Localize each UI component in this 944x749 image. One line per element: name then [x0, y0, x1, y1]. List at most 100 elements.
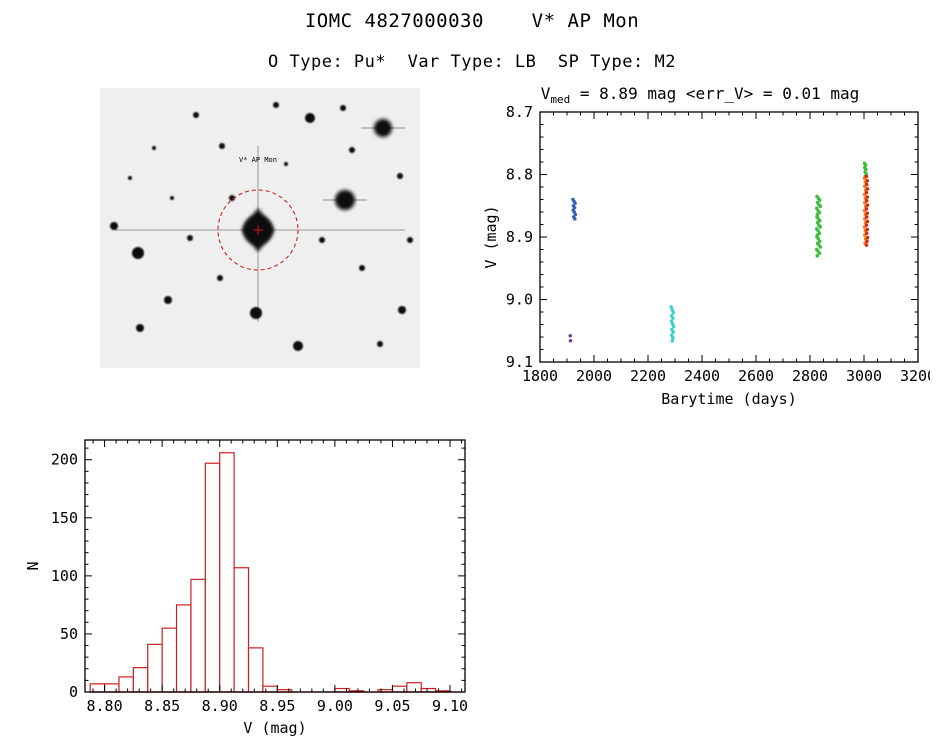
star: [374, 119, 392, 137]
hist-bar: [89, 683, 106, 693]
star: [305, 113, 315, 123]
data-point: [573, 217, 577, 221]
data-point: [865, 219, 870, 224]
scatter-ytick-label: 8.9: [506, 228, 533, 246]
hist-xtick-label: 9.10: [432, 697, 468, 715]
star: [132, 247, 144, 259]
series-cluster-2-cyan: [669, 305, 676, 343]
data-point: [865, 227, 870, 232]
star: [397, 173, 403, 179]
hist-bar: [262, 685, 278, 693]
series-cluster-1-blue: [571, 197, 578, 221]
scatter-xtick-label: 2800: [792, 367, 828, 385]
finding-chart: V* AP Mon: [100, 88, 420, 372]
star: [293, 341, 303, 351]
vmed-value-text: = 8.89 mag <err_V> = 0.01 mag: [570, 84, 860, 103]
data-point: [671, 330, 675, 334]
scatter-yaxis-title: V (mag): [482, 205, 500, 268]
scatter-ytick-label: 8.8: [506, 166, 533, 184]
data-point: [817, 251, 822, 256]
hist-xtick-label: 8.85: [144, 697, 180, 715]
data-point: [865, 239, 869, 244]
star: [273, 102, 279, 108]
star: [359, 265, 365, 271]
data-point: [865, 211, 870, 216]
data-point: [670, 338, 675, 343]
star: [319, 237, 325, 243]
hist-bar: [118, 676, 134, 693]
series-cluster-1-purple: [568, 333, 573, 343]
hist-ytick-label: 0: [69, 683, 78, 701]
hist-bar: [391, 685, 408, 693]
light-curve-plot: 1800 2000 2200 2400 2600 2800 3000 3200 8.7 8.8 8.…: [480, 102, 936, 421]
data-point: [671, 324, 676, 329]
data-point: [671, 310, 676, 315]
data-point: [864, 182, 869, 187]
hist-xtick-label: 8.95: [259, 697, 295, 715]
data-point: [864, 207, 869, 211]
data-point: [865, 178, 870, 183]
scatter-ytick-label: 9.1: [506, 353, 533, 371]
hist-xtick-label: 9.00: [317, 697, 353, 715]
page-title: IOMC 4827000030 V* AP Mon: [304, 10, 640, 32]
data-point: [865, 195, 870, 199]
page-subtitle: O Type: Pu* Var Type: LB SP Type: M2: [268, 52, 676, 72]
target-label: V* AP Mon: [239, 156, 277, 164]
light-curve-title: Vmed = 8.89 mag <err_V> = 0.01 mag: [470, 84, 930, 106]
hist-bar: [233, 567, 250, 693]
hist-bar: [132, 667, 149, 693]
data-point: [864, 198, 869, 203]
hist-bar: [219, 452, 235, 693]
data-point: [864, 174, 869, 179]
data-point: [817, 198, 822, 202]
scatter-ytick-label: 9.0: [506, 291, 533, 309]
hist-ytick-label: 200: [51, 451, 78, 469]
finding-chart-svg: V* AP Mon: [100, 88, 420, 368]
scatter-xtick-label: 3000: [846, 367, 882, 385]
scatter-plot-box: [539, 111, 919, 363]
star: [340, 105, 346, 111]
hist-bar: [204, 462, 221, 693]
scatter-xtick-label: 2000: [576, 367, 612, 385]
data-point: [865, 203, 870, 207]
star: [219, 143, 225, 149]
star: [128, 176, 132, 180]
hist-bar: [175, 604, 192, 693]
scatter-xtick-label: 1800: [522, 367, 558, 385]
star: [349, 147, 355, 153]
data-point: [671, 316, 675, 321]
data-point: [818, 204, 823, 209]
hist-xtick-label: 8.90: [202, 697, 238, 715]
star: [398, 306, 406, 314]
star: [170, 196, 174, 200]
data-point: [815, 253, 820, 258]
series-cluster-3-green: [814, 194, 823, 258]
scatter-ytick-label: 8.7: [506, 103, 533, 121]
scatter-xtick-label: 2400: [684, 367, 720, 385]
star: [335, 190, 355, 210]
series-cluster-4-red: [864, 174, 870, 247]
hist-bar: [103, 683, 120, 693]
light-curve-svg: 1800 2000 2200 2400 2600 2800 3000 3200 8.7 8.8 8.…: [482, 103, 936, 408]
hist-bar: [190, 578, 206, 693]
hist-ytick-label: 100: [51, 567, 78, 585]
star: [136, 324, 144, 332]
scatter-axes: [539, 111, 919, 363]
hist-plot-box: [84, 439, 466, 693]
histogram-bars: [89, 452, 465, 693]
star: [284, 162, 288, 166]
data-point: [865, 187, 870, 191]
data-point: [818, 225, 823, 229]
scatter-xaxis-title: Barytime (days): [661, 390, 796, 408]
data-point: [864, 215, 869, 219]
data-point: [865, 235, 870, 240]
data-point: [864, 231, 869, 236]
data-point: [818, 245, 823, 249]
histogram-axes: [85, 440, 465, 693]
hist-bar: [147, 643, 163, 693]
histogram-svg: 8.80 8.85 8.90 8.95 9.00 9.05 9.10 0 50 100 150 200…: [24, 439, 468, 737]
hist-ytick-label: 150: [51, 509, 78, 527]
data-point: [568, 338, 573, 343]
star: [187, 235, 193, 241]
data-point: [669, 305, 674, 309]
